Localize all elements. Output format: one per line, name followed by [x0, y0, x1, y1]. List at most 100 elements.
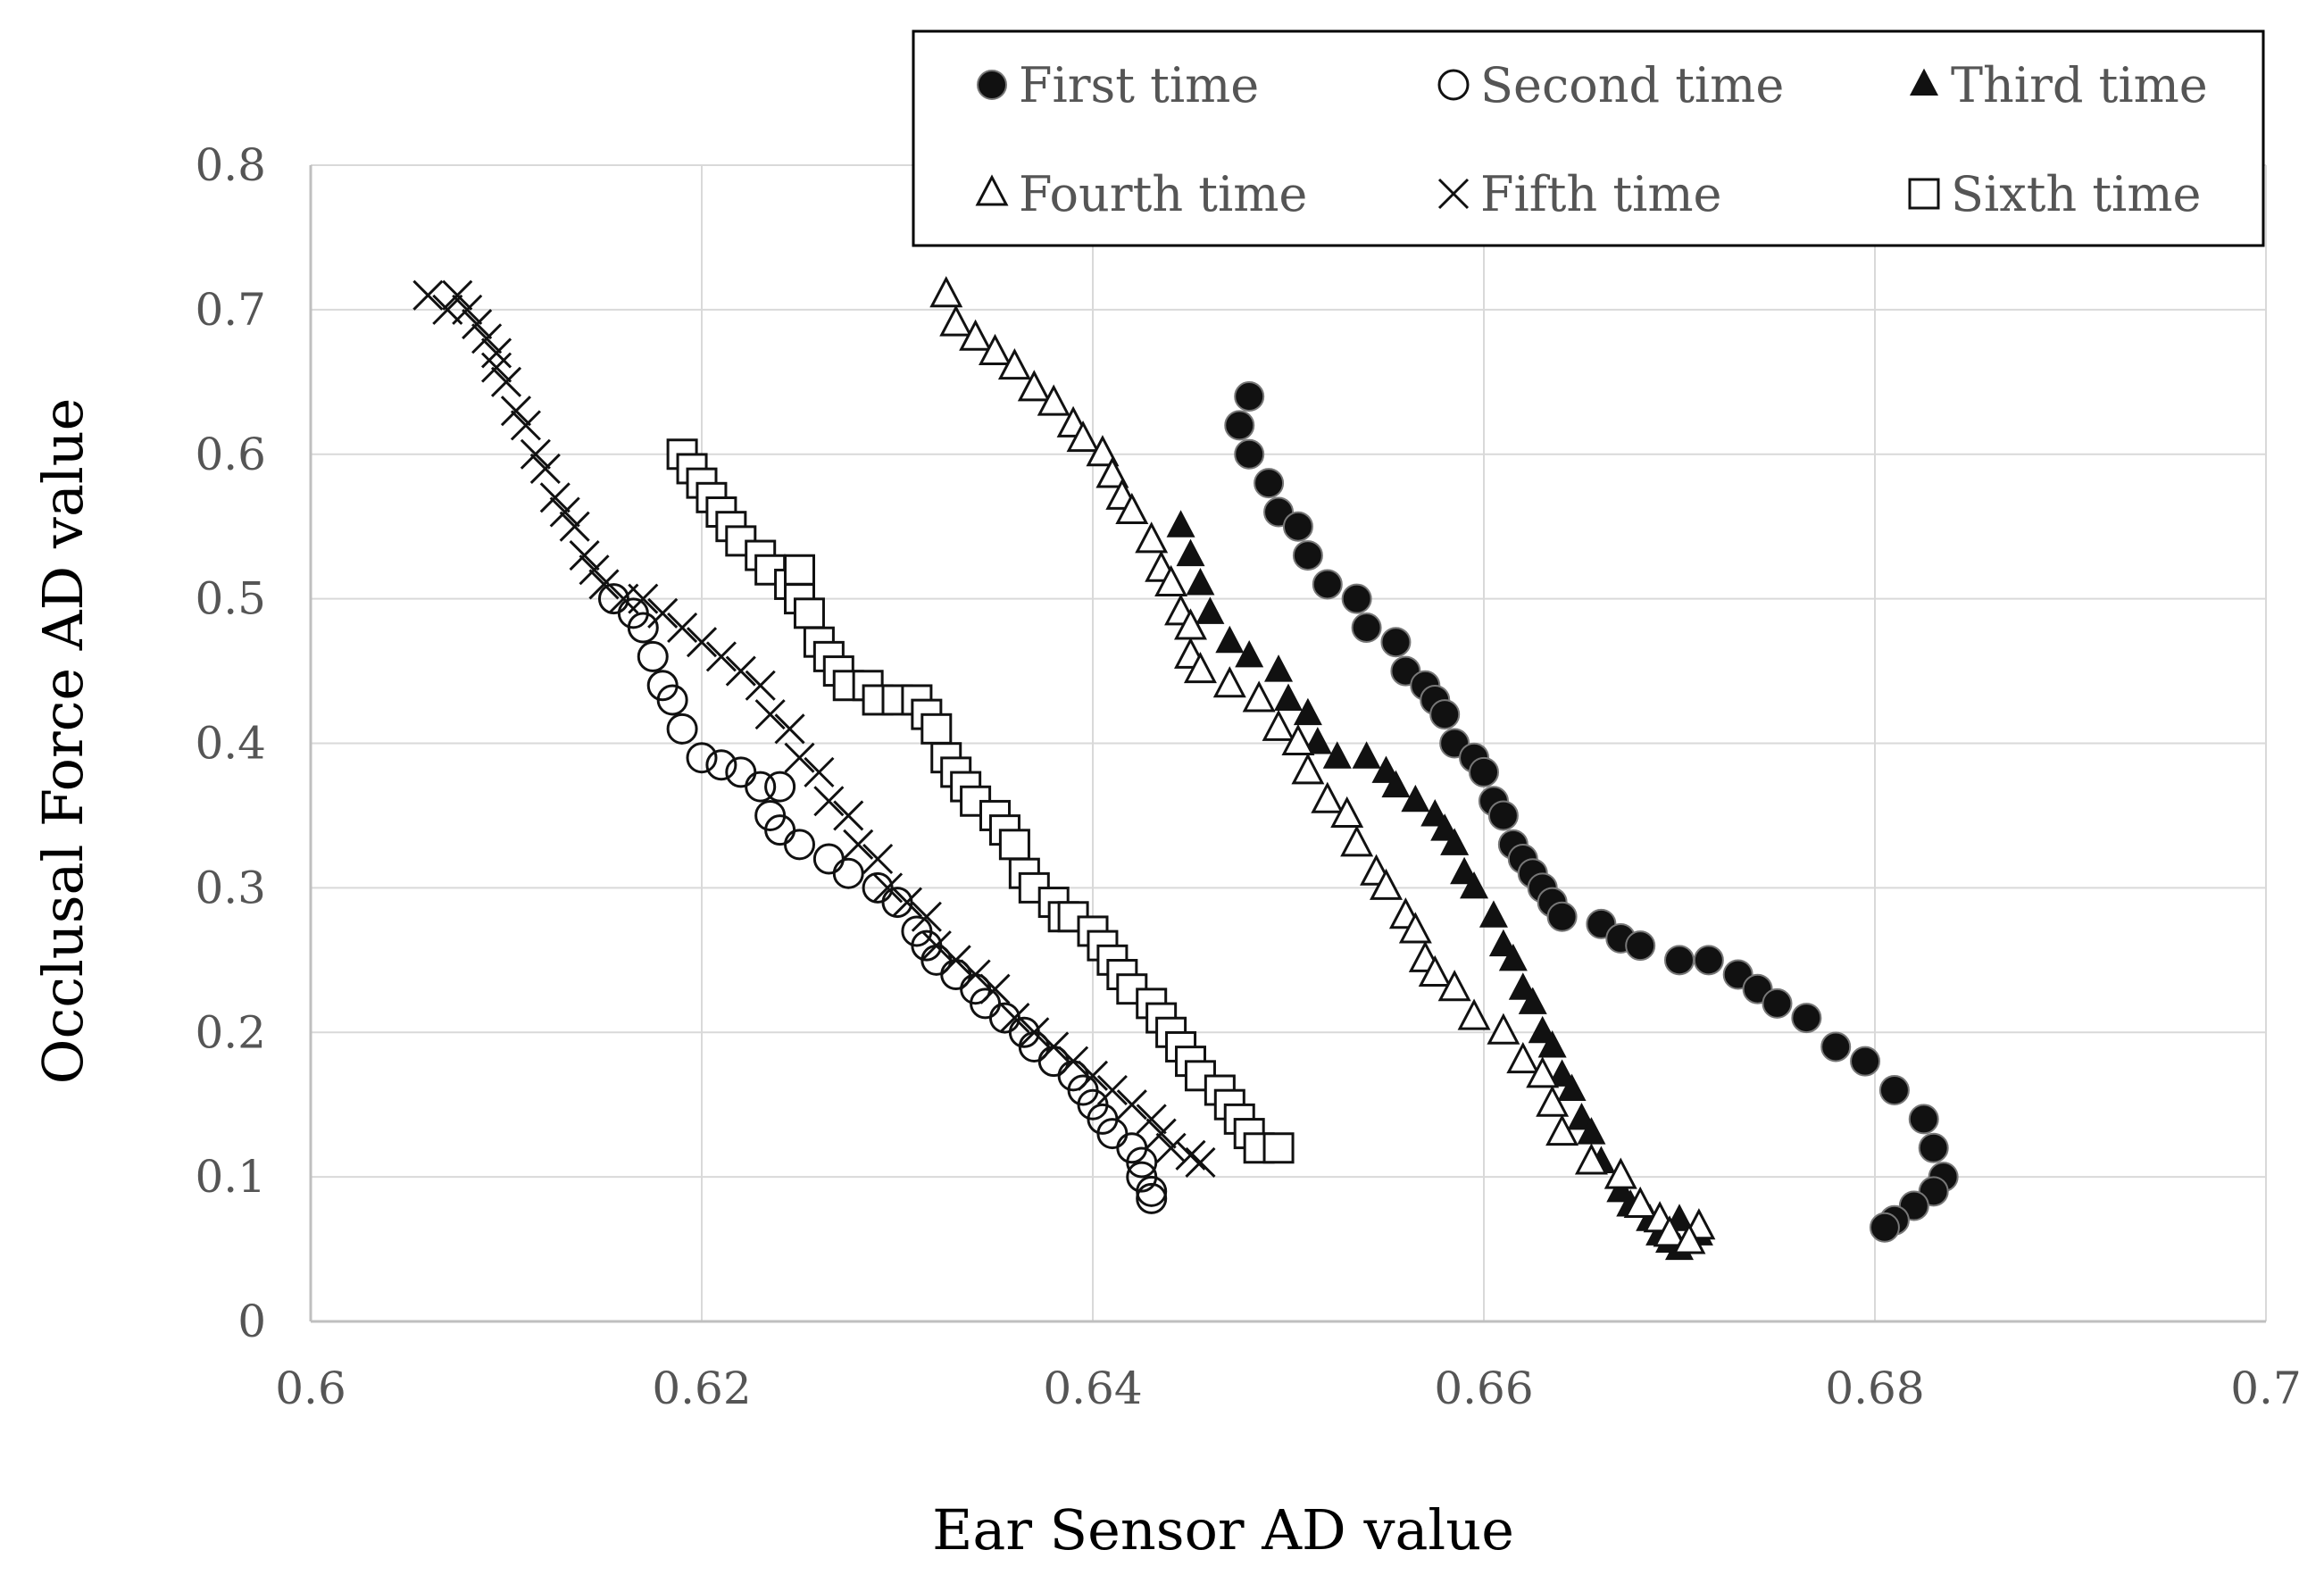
y-tick-label: 0.1: [195, 1151, 266, 1203]
legend-box: [912, 29, 2265, 247]
data-point: [1235, 639, 1264, 668]
data-point: [1293, 697, 1322, 726]
data-point: [1322, 741, 1352, 769]
data-point: [920, 712, 953, 745]
data-point: [1330, 796, 1364, 828]
data-point: [480, 352, 512, 383]
data-point: [490, 366, 522, 397]
data-point: [1460, 871, 1489, 899]
data-point: [510, 410, 541, 441]
legend-label: Fourth time: [1019, 166, 1307, 222]
data-point: [784, 829, 815, 861]
data-point: [1155, 1132, 1187, 1163]
data-point: [1429, 699, 1461, 730]
legend-marker: [977, 70, 1007, 100]
data-point: [997, 348, 1031, 380]
data-point: [929, 276, 963, 308]
y-tick-label: 0.5: [195, 573, 266, 625]
data-point: [999, 1002, 1030, 1034]
data-point: [705, 641, 737, 672]
data-point: [471, 323, 503, 354]
data-point: [1487, 1012, 1520, 1045]
data-point: [1154, 564, 1188, 596]
data-point: [1311, 781, 1345, 813]
data-point: [959, 319, 993, 351]
data-point: [686, 627, 718, 658]
data-point: [871, 872, 904, 904]
legend-marker: [1437, 178, 1470, 210]
data-point: [549, 496, 580, 528]
data-point: [979, 333, 1012, 365]
data-point: [1274, 683, 1303, 711]
data-point: [1623, 1186, 1657, 1218]
data-point: [1526, 1056, 1560, 1088]
data-point: [628, 583, 659, 614]
data-point: [579, 554, 610, 586]
data-point: [1166, 510, 1195, 538]
data-point: [1545, 1113, 1579, 1146]
y-tick-label: 0.4: [195, 718, 266, 770]
data-point: [1603, 1157, 1637, 1189]
data-point: [833, 800, 864, 831]
data-point: [804, 756, 835, 788]
x-tick-label: 0.62: [652, 1362, 751, 1414]
data-point: [1672, 1222, 1706, 1254]
data-point: [569, 540, 600, 571]
data-point: [1215, 625, 1245, 654]
data-point: [1086, 435, 1120, 467]
y-tick-label: 0.6: [195, 429, 266, 480]
data-point: [705, 749, 737, 781]
data-point: [452, 294, 483, 325]
data-point: [1381, 770, 1411, 798]
series-1: [1224, 381, 1959, 1243]
data-point: [1136, 1175, 1168, 1207]
y-tick-label: 0.7: [195, 284, 266, 336]
data-point: [1017, 370, 1051, 402]
data-point: [793, 597, 825, 629]
data-point: [1418, 954, 1452, 987]
y-tick-label: 0.8: [195, 139, 266, 191]
data-point: [1282, 511, 1313, 542]
data-point: [1281, 723, 1315, 755]
data-point: [1536, 1085, 1570, 1117]
data-point: [1352, 741, 1381, 769]
y-tick-label: 0.2: [195, 1006, 266, 1058]
data-point: [784, 742, 815, 773]
data-point: [1136, 1182, 1168, 1214]
axes: [309, 165, 2266, 1323]
data-point: [725, 655, 756, 687]
data-point: [1869, 1212, 1900, 1243]
data-point: [784, 554, 815, 586]
y-tick-label: 0.3: [195, 862, 266, 913]
data-point: [529, 453, 561, 484]
data-point: [686, 742, 718, 774]
data-point: [1351, 612, 1382, 643]
data-point: [1546, 901, 1578, 932]
legend-label: Fifth time: [1480, 166, 1722, 222]
data-point: [559, 511, 590, 542]
data-point: [754, 699, 786, 730]
data-point: [911, 901, 942, 932]
data-point: [979, 973, 1011, 1004]
data-point: [1574, 1143, 1608, 1175]
data-point: [960, 959, 991, 990]
data-point: [1653, 1215, 1687, 1247]
data-point: [442, 279, 473, 311]
data-point: [1791, 1003, 1822, 1034]
data-point: [998, 829, 1030, 861]
legend: First time Second time Third time Fourth ti…: [912, 29, 2265, 247]
data-point: [1291, 753, 1325, 785]
data-point: [1185, 1146, 1216, 1179]
data-point: [1254, 468, 1285, 499]
data-point: [1077, 1060, 1109, 1091]
data-point: [1096, 1074, 1128, 1106]
data-point: [1918, 1132, 1949, 1163]
data-point: [1262, 709, 1295, 741]
x-tick-label: 0.64: [1043, 1362, 1142, 1414]
data-point: [1136, 1104, 1167, 1135]
data-point: [520, 438, 551, 470]
data-point: [832, 857, 864, 889]
series-2: [597, 583, 1168, 1214]
data-point: [1195, 596, 1225, 624]
